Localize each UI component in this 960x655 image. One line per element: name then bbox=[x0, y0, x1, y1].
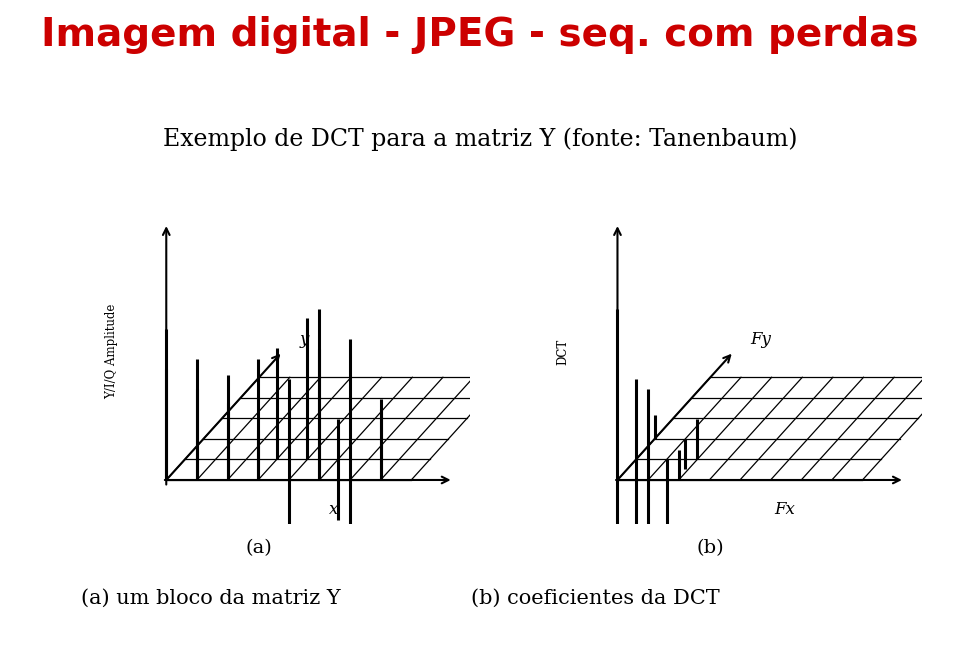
Text: DCT: DCT bbox=[556, 339, 569, 365]
Text: Fx: Fx bbox=[775, 501, 795, 518]
Text: (b): (b) bbox=[697, 538, 724, 557]
Text: y: y bbox=[300, 331, 309, 348]
Text: Fy: Fy bbox=[751, 331, 772, 348]
Text: Y/I/Q Amplitude: Y/I/Q Amplitude bbox=[105, 304, 118, 400]
Text: (a): (a) bbox=[246, 538, 273, 557]
Text: (b) coeficientes da DCT: (b) coeficientes da DCT bbox=[470, 589, 720, 608]
Text: Imagem digital - JPEG - seq. com perdas: Imagem digital - JPEG - seq. com perdas bbox=[41, 16, 919, 54]
Text: Exemplo de DCT para a matriz Y (fonte: Tanenbaum): Exemplo de DCT para a matriz Y (fonte: T… bbox=[163, 128, 797, 151]
Text: x: x bbox=[329, 501, 338, 518]
Text: (a) um bloco da matriz Y: (a) um bloco da matriz Y bbox=[82, 589, 341, 608]
